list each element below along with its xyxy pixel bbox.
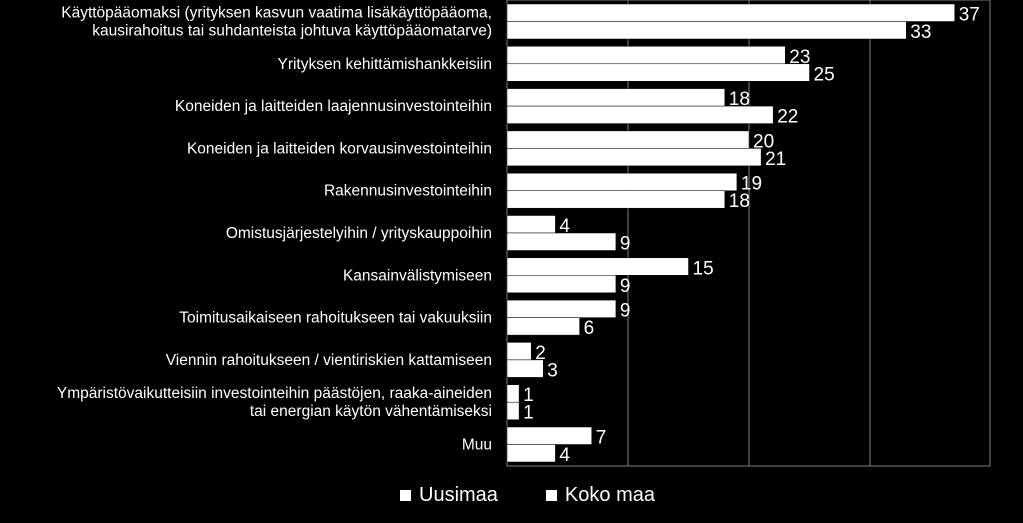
bar-chart: Käyttöpääomaksi (yrityksen kasvun vaatim…: [57, 0, 991, 467]
bar-koko-maa: [506, 232, 617, 251]
data-label: 20: [753, 131, 774, 152]
bar-koko-maa: [506, 444, 556, 463]
category-label: Kansainvälistymiseen: [343, 267, 492, 284]
legend-swatch-koko-maa: [545, 490, 557, 501]
bar-koko-maa: [506, 275, 617, 294]
data-label: 2: [535, 343, 546, 364]
data-label: 4: [559, 216, 570, 237]
category-label: Koneiden ja laitteiden korvausinvestoint…: [187, 140, 492, 157]
bar-koko-maa: [506, 148, 762, 167]
bar-uusimaa: [506, 46, 786, 65]
chart-legend: Uusimaa Koko maa: [400, 484, 655, 507]
bar-uusimaa: [506, 426, 592, 445]
data-label: 37: [959, 5, 980, 26]
bar-koko-maa: [506, 401, 520, 420]
data-label: 15: [693, 258, 714, 279]
category-label: Toimitusaikaiseen rahoitukseen tai vakuu…: [179, 310, 492, 327]
data-label: 21: [765, 149, 786, 170]
bar-koko-maa: [506, 105, 774, 124]
legend-item-uusimaa: Uusimaa: [400, 484, 498, 507]
bar-koko-maa: [506, 359, 544, 378]
data-label: 6: [584, 318, 595, 339]
category-label: Koneiden ja laitteiden laajennusinvestoi…: [175, 98, 492, 115]
bar-koko-maa: [506, 63, 810, 82]
data-label: 3: [547, 360, 558, 381]
bar-uusimaa: [506, 215, 556, 234]
data-label: 18: [729, 191, 750, 212]
data-label: 18: [729, 89, 750, 110]
bar-koko-maa: [506, 190, 726, 209]
data-label: 22: [777, 107, 798, 128]
category-label: Yrityksen kehittämishankkeisiin: [277, 56, 492, 73]
category-label: Ympäristövaikutteisiin investointeihin p…: [57, 385, 492, 420]
bar-uusimaa: [506, 3, 955, 22]
data-label: 19: [741, 174, 762, 195]
data-label: 9: [620, 276, 631, 297]
legend-label-koko-maa: Koko maa: [564, 484, 655, 506]
legend-item-koko-maa: Koko maa: [545, 484, 655, 507]
bar-uusimaa: [506, 172, 738, 191]
data-label: 9: [620, 301, 631, 322]
data-label: 9: [620, 234, 631, 255]
bar-uusimaa: [506, 257, 689, 276]
bar-uusimaa: [506, 130, 750, 149]
category-label: Käyttöpääomaksi (yrityksen kasvun vaatim…: [61, 5, 492, 40]
bar-uusimaa: [506, 384, 520, 403]
data-label: 7: [596, 428, 607, 449]
bar-uusimaa: [506, 88, 726, 107]
data-label: 25: [814, 64, 835, 85]
data-label: 33: [910, 22, 931, 43]
legend-label-uusimaa: Uusimaa: [419, 484, 498, 506]
category-label: Viennin rahoitukseen / vientiriskien kat…: [166, 352, 492, 369]
category-label: Rakennusinvestointeihin: [324, 183, 492, 200]
bar-koko-maa: [506, 21, 907, 40]
data-label: 4: [559, 445, 570, 466]
category-label: Muu: [462, 437, 492, 454]
data-label: 1: [523, 385, 534, 406]
data-label: 1: [523, 403, 534, 424]
data-label: 23: [789, 47, 810, 68]
legend-swatch-uusimaa: [400, 490, 411, 501]
bar-uusimaa: [506, 342, 532, 361]
bar-koko-maa: [506, 317, 580, 336]
category-label: Omistusjärjestelyihin / yrityskauppoihin: [226, 225, 492, 242]
bar-uusimaa: [506, 299, 617, 318]
